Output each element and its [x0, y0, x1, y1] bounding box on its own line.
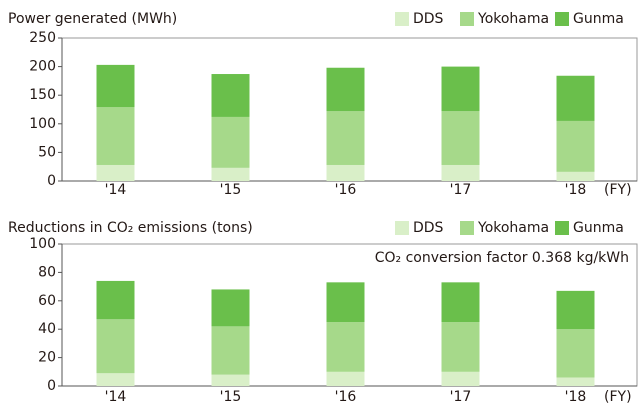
y-tick-label: 50 — [38, 144, 56, 160]
bar-segment — [441, 371, 480, 386]
bar-segment — [326, 164, 365, 181]
x-tick-label: '16 — [335, 389, 357, 405]
bar-segment — [96, 164, 135, 181]
bar-segment — [211, 167, 250, 181]
bar-segment — [211, 326, 250, 375]
legend-swatch — [395, 221, 409, 235]
y-tick-label: 100 — [29, 236, 56, 252]
y-tick-label: 60 — [38, 293, 56, 309]
legend-label: DDS — [413, 220, 444, 236]
legend-label: Yokohama — [477, 220, 549, 236]
x-tick-label: '14 — [105, 389, 127, 405]
y-tick-label: 0 — [47, 378, 56, 394]
bar-segment — [96, 373, 135, 386]
y-tick-label: 250 — [29, 30, 56, 46]
y-tick-label: 0 — [47, 173, 56, 189]
bar-segment — [326, 282, 365, 323]
bar-segment — [556, 329, 595, 378]
bar-segment — [211, 116, 250, 168]
y-tick-label: 40 — [38, 321, 56, 337]
legend-swatch — [395, 12, 409, 26]
legend-swatch — [555, 221, 569, 235]
bar-segment — [326, 322, 365, 372]
x-axis-label: (FY) — [604, 182, 632, 198]
legend-swatch — [460, 221, 474, 235]
y-tick-label: 200 — [29, 59, 56, 75]
bar-segment — [556, 75, 595, 121]
x-tick-label: '17 — [450, 182, 472, 198]
bar-segment — [326, 371, 365, 386]
x-tick-label: '17 — [450, 389, 472, 405]
x-tick-label: '15 — [220, 389, 242, 405]
bar-segment — [441, 282, 480, 323]
bar-segment — [96, 107, 135, 165]
bar-segment — [96, 319, 135, 374]
bar-segment — [441, 111, 480, 165]
bar-segment — [326, 111, 365, 165]
bar-segment — [211, 289, 250, 327]
bar-segment — [556, 377, 595, 386]
y-tick-label: 20 — [38, 350, 56, 366]
bar-segment — [556, 120, 595, 172]
chart-title: Power generated (MWh) — [8, 11, 177, 27]
legend-label: Gunma — [573, 220, 624, 236]
legend-swatch — [555, 12, 569, 26]
x-tick-label: '18 — [565, 182, 587, 198]
x-tick-label: '18 — [565, 389, 587, 405]
bar-segment — [556, 171, 595, 181]
legend-label: DDS — [413, 11, 444, 27]
legend-label: Gunma — [573, 11, 624, 27]
x-axis-label: (FY) — [604, 389, 632, 405]
annotation: CO₂ conversion factor 0.368 kg/kWh — [375, 250, 629, 266]
bar-segment — [556, 290, 595, 330]
bar-segment — [96, 280, 135, 320]
y-tick-label: 150 — [29, 87, 56, 103]
legend-label: Yokohama — [477, 11, 549, 27]
bar-segment — [211, 374, 250, 386]
x-tick-label: '16 — [335, 182, 357, 198]
legend-swatch — [460, 12, 474, 26]
bar-segment — [441, 164, 480, 181]
x-tick-label: '15 — [220, 182, 242, 198]
y-tick-label: 100 — [29, 116, 56, 132]
x-tick-label: '14 — [105, 182, 127, 198]
y-tick-label: 80 — [38, 264, 56, 280]
bar-segment — [211, 74, 250, 117]
bar-segment — [441, 66, 480, 112]
bar-segment — [326, 67, 365, 112]
bar-segment — [96, 64, 135, 108]
bar-segment — [441, 322, 480, 372]
chart-title: Reductions in CO₂ emissions (tons) — [8, 220, 253, 236]
